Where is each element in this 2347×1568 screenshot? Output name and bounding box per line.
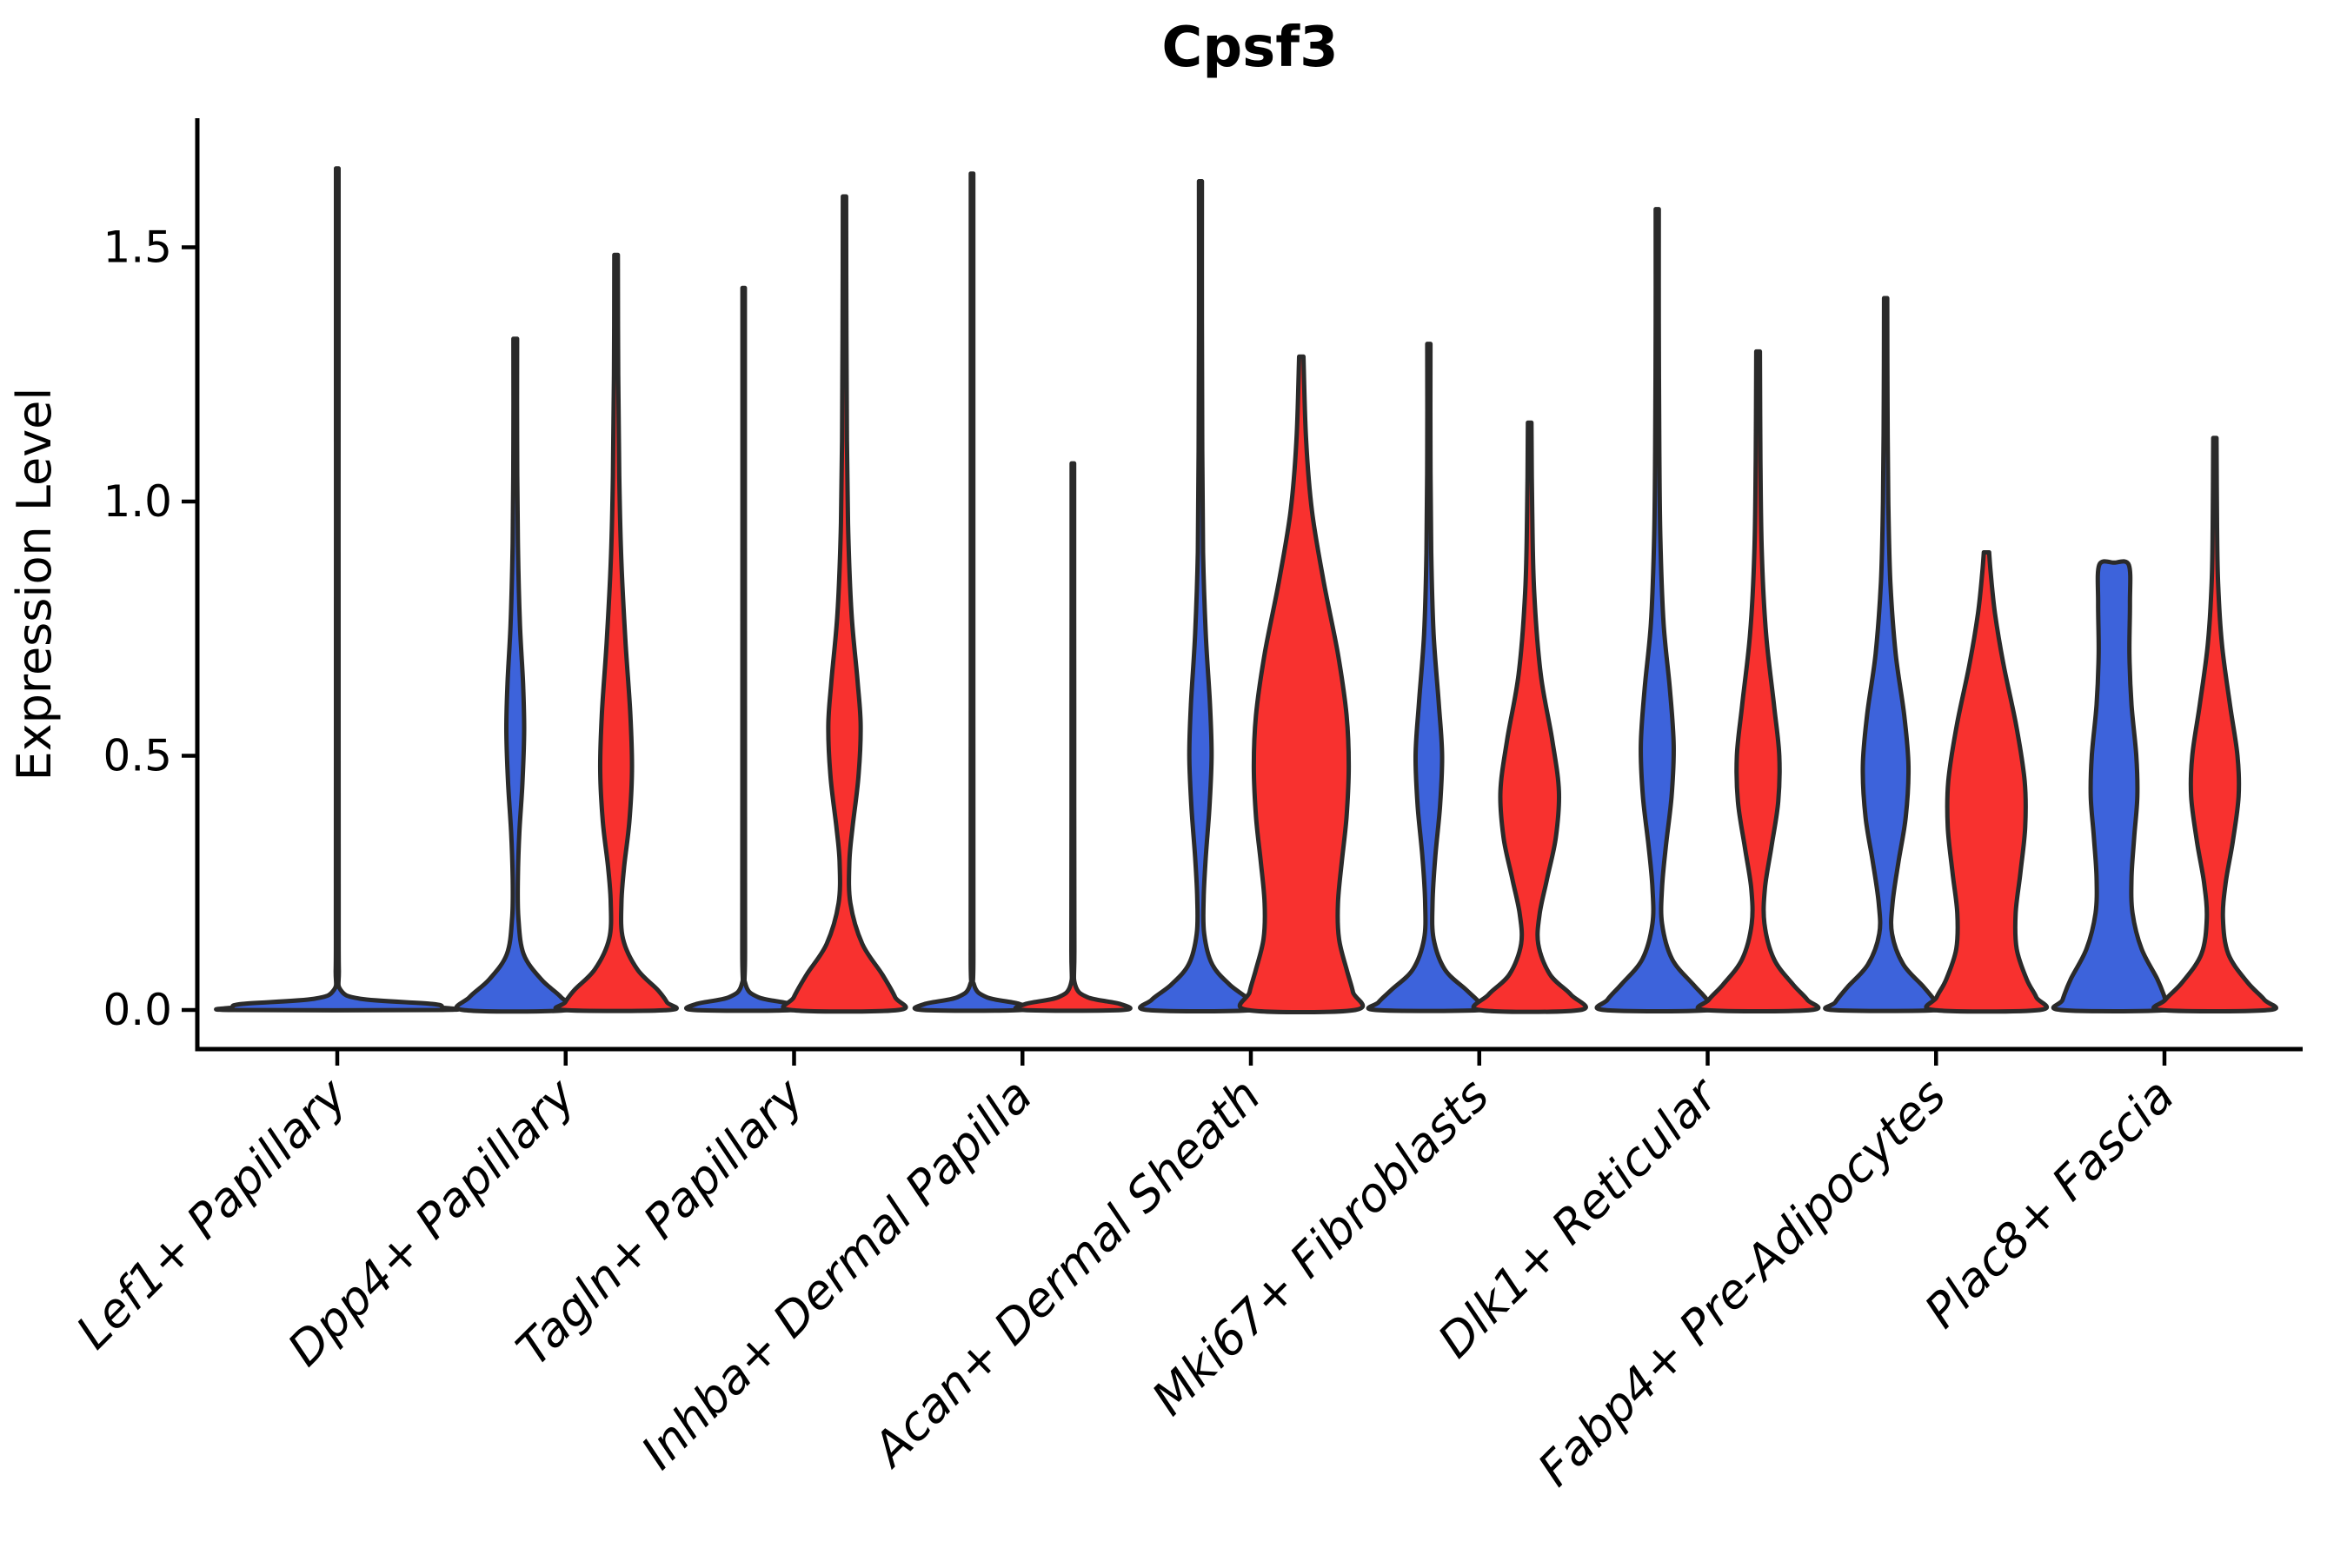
- violin-dpp4-papillary-blue: [454, 336, 576, 1014]
- y-tick-label: 0.5: [103, 731, 172, 781]
- x-tick-label-acan-dermal-sheath: Acan+ Dermal Sheath: [861, 1068, 1271, 1478]
- violin-tagln-papillary-blue: [684, 285, 803, 1013]
- violin-mki67-fibroblasts-blue: [1366, 342, 1492, 1013]
- violin-dlk1-reticular-red: [1695, 349, 1821, 1013]
- violins-layer: [214, 166, 2278, 1015]
- y-tick-label: 1.0: [103, 476, 172, 527]
- y-tick-label: 1.5: [103, 223, 172, 273]
- violin-dpp4-papillary-red: [553, 252, 679, 1013]
- violin-tagln-papillary-red: [781, 194, 908, 1014]
- violin-plac8-fascia-blue: [2051, 559, 2177, 1013]
- y-tick-label: 0.0: [103, 985, 172, 1035]
- axes-layer: [182, 118, 2303, 1066]
- violin-acan-dermal-sheath-blue: [1138, 179, 1263, 1013]
- chart-title: Cpsf3: [1161, 16, 1338, 80]
- violin-inhba-dermal-papilla-blue: [912, 171, 1032, 1013]
- violin-inhba-dermal-papilla-red: [1013, 461, 1133, 1013]
- violin-fabp4-pre-adipocytes-blue: [1823, 296, 1949, 1013]
- violin-lef1-papillary-blue: [214, 166, 461, 1013]
- violin-acan-dermal-sheath-red: [1237, 354, 1366, 1015]
- violin-mki67-fibroblasts-red: [1471, 420, 1588, 1014]
- x-tick-label-inhba-dermal-papilla: Inhba+ Dermal Papilla: [631, 1068, 1043, 1480]
- violin-fabp4-pre-adipocytes-red: [1924, 550, 2049, 1014]
- violin-dlk1-reticular-blue: [1594, 207, 1720, 1013]
- y-axis-label: Expression Level: [7, 388, 62, 781]
- x-tick-label-fabp4-pre-adipocytes: Fabp4+ Pre-Adipocytes: [1527, 1068, 1956, 1497]
- violin-plac8-fascia-red: [2151, 435, 2278, 1013]
- x-tick-label-plac8-fascia: Plac8+ Fascia: [1914, 1068, 2184, 1339]
